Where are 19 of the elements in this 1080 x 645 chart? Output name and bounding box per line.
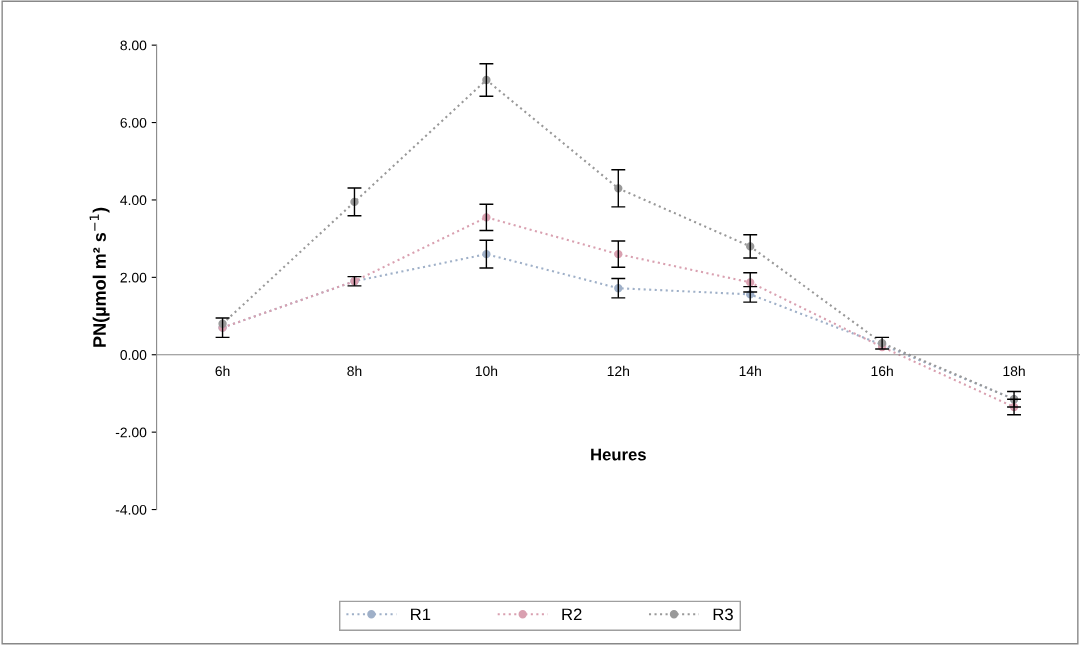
x-tick-label: 6h: [215, 365, 230, 377]
y-tick-label: 0.00: [120, 350, 147, 360]
x-tick-label: 12h: [607, 365, 629, 376]
x-axis-title: Heures: [591, 448, 646, 461]
y-tick-label: 6.00: [120, 117, 147, 128]
x-tick-label: 8h: [347, 365, 362, 377]
legend-label: R2: [562, 608, 582, 621]
y-tick-label: 4.00: [120, 195, 147, 206]
x-tick-label: 18h: [1003, 365, 1025, 377]
legend-label: R3: [713, 608, 733, 621]
x-tick-label: 14h: [739, 365, 761, 376]
legend-label: R1: [411, 608, 431, 621]
y-tick-label: 2.00: [120, 272, 147, 283]
x-tick-label: 10h: [475, 365, 498, 377]
y-tick-label: -2.00: [115, 427, 147, 438]
x-tick-label: 16h: [871, 365, 893, 377]
y-axis-title: PN(µmol m² s$^{−1}$): [89, 207, 110, 347]
y-tick-label: -4.00: [115, 504, 147, 515]
y-tick-label: 8.00: [120, 40, 147, 51]
